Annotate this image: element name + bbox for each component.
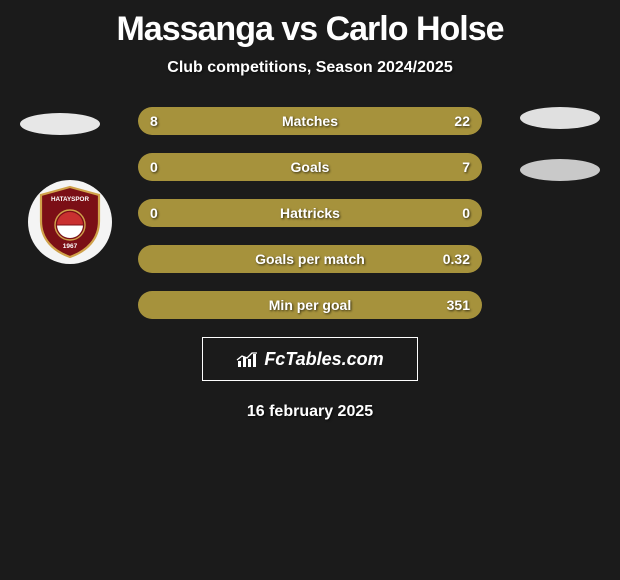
player-avatar-left xyxy=(20,113,100,135)
page-title: Massanga vs Carlo Holse xyxy=(0,0,620,59)
stat-value-right: 0.32 xyxy=(443,245,470,273)
stat-row: Min per goal351 xyxy=(138,291,482,319)
subtitle: Club competitions, Season 2024/2025 xyxy=(0,59,620,77)
stat-value-right: 7 xyxy=(462,153,470,181)
player-avatar-right-2 xyxy=(520,159,600,181)
stat-value-right: 22 xyxy=(454,107,470,135)
stat-value-right: 351 xyxy=(447,291,470,319)
stat-rows: 8Matches220Goals70Hattricks0Goals per ma… xyxy=(138,107,482,319)
badge-top-text: HATAYSPOR xyxy=(51,196,89,203)
stat-row: Goals per match0.32 xyxy=(138,245,482,273)
stat-label: Goals xyxy=(138,153,482,181)
stat-label: Goals per match xyxy=(138,245,482,273)
bar-chart-icon xyxy=(236,351,258,369)
club-badge-left: HATAYSPOR 1967 xyxy=(28,180,112,264)
attribution-box: FcTables.com xyxy=(202,337,418,381)
stat-label: Hattricks xyxy=(138,199,482,227)
stat-row: 8Matches22 xyxy=(138,107,482,135)
shield-icon: HATAYSPOR 1967 xyxy=(37,185,103,259)
attribution-text: FcTables.com xyxy=(264,349,383,370)
stat-label: Min per goal xyxy=(138,291,482,319)
stat-row: 0Goals7 xyxy=(138,153,482,181)
date-text: 16 february 2025 xyxy=(0,403,620,421)
player-avatar-right xyxy=(520,107,600,129)
stat-value-right: 0 xyxy=(462,199,470,227)
stat-row: 0Hattricks0 xyxy=(138,199,482,227)
stat-label: Matches xyxy=(138,107,482,135)
comparison-content: HATAYSPOR 1967 8Matches220Goals70Hattric… xyxy=(0,107,620,319)
badge-year: 1967 xyxy=(63,243,78,250)
